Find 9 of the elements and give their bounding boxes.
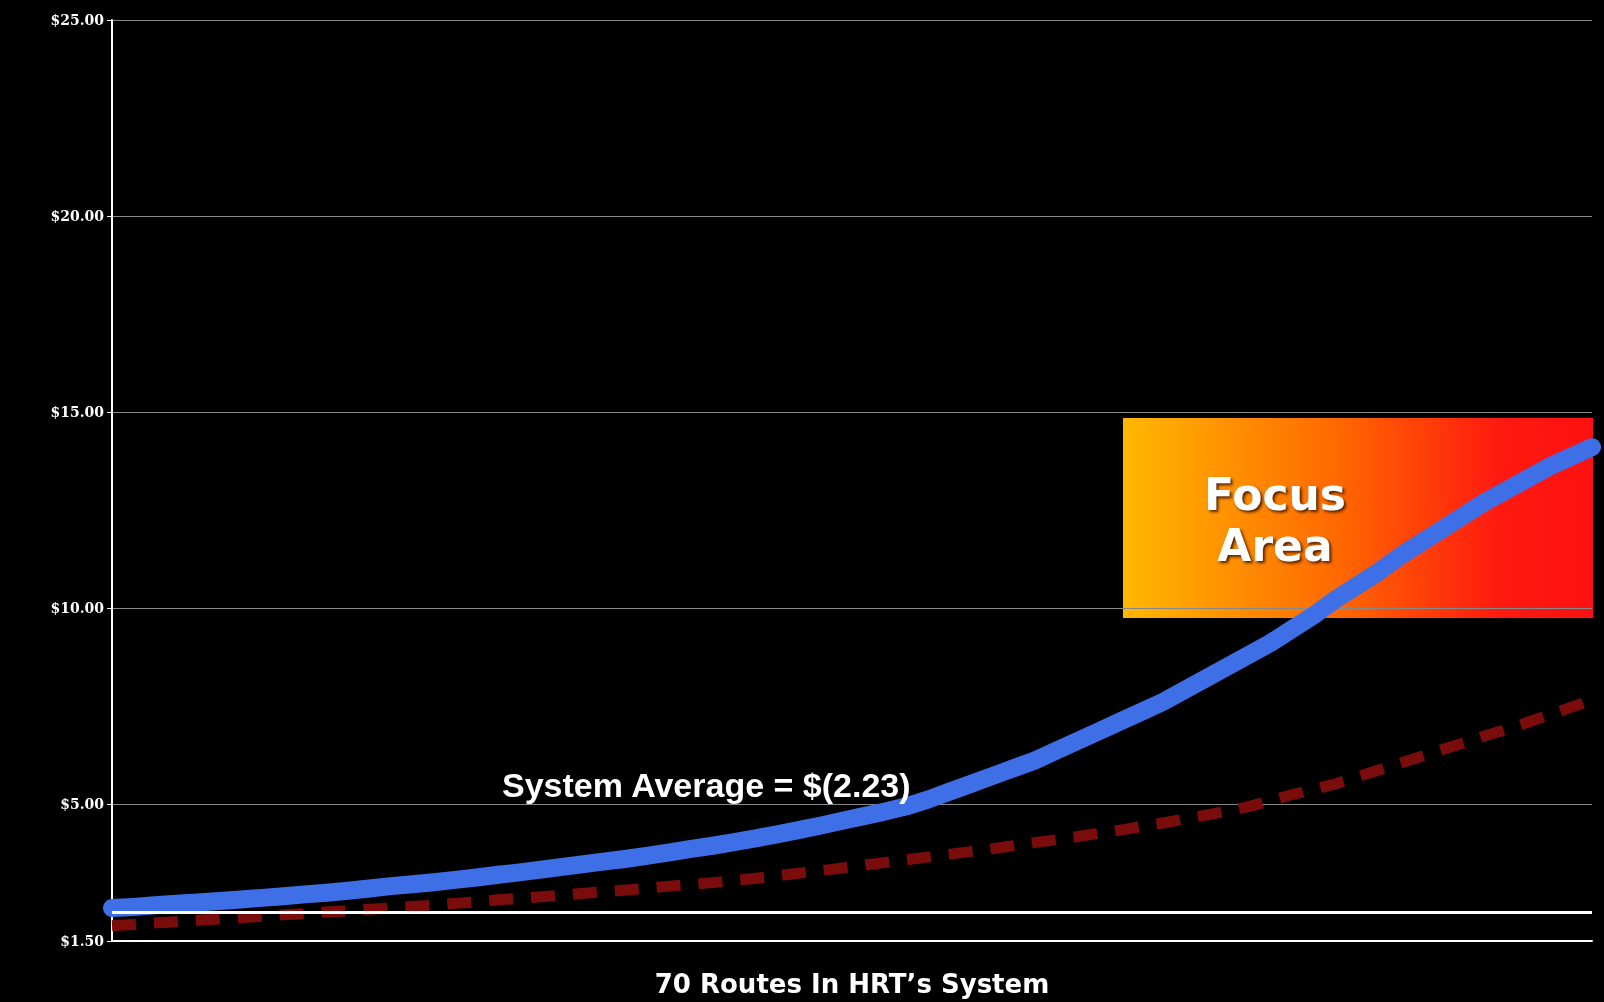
y-tick-label: $25.00 xyxy=(50,12,105,28)
x-axis-title: 70 Routes In HRT’s System xyxy=(654,969,1050,999)
y-tick-label: $20.00 xyxy=(50,207,105,224)
y-tick-label: $15.00 xyxy=(50,403,105,420)
y-tick-label: $5.00 xyxy=(60,795,105,812)
annotation: Focus Area xyxy=(1202,469,1348,572)
y-tick-label: $1.50 xyxy=(60,933,105,949)
ref-line-label: System Average = $(2.23) xyxy=(502,766,911,805)
y-tick-label: $10.00 xyxy=(50,599,105,616)
